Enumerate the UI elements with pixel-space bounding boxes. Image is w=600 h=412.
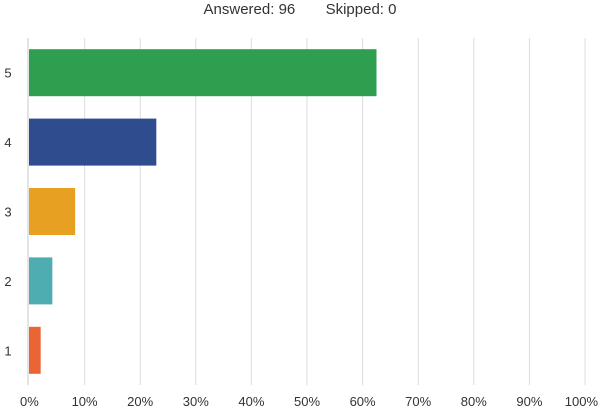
answered-value: 96 bbox=[278, 1, 296, 18]
bar-1 bbox=[29, 326, 41, 374]
skipped-stat: Skipped: 0 bbox=[326, 0, 397, 20]
bar-2 bbox=[29, 257, 53, 305]
answered-stat: Answered: 96 bbox=[204, 0, 296, 20]
y-category-label: 4 bbox=[4, 135, 11, 150]
y-category-label: 5 bbox=[4, 66, 11, 81]
y-category-label: 1 bbox=[4, 343, 11, 358]
x-tick-label: 60% bbox=[350, 394, 376, 409]
x-tick-label: 20% bbox=[127, 394, 153, 409]
y-category-label: 3 bbox=[4, 205, 11, 220]
x-tick-label: 40% bbox=[238, 394, 264, 409]
x-tick-label: 30% bbox=[183, 394, 209, 409]
x-tick-label: 50% bbox=[294, 394, 320, 409]
skipped-label: Skipped: bbox=[325, 1, 384, 18]
x-tick-label: 0% bbox=[20, 394, 39, 409]
bar-4 bbox=[29, 118, 157, 166]
response-summary: Answered: 96 Skipped: 0 bbox=[0, 0, 600, 24]
skipped-value: 0 bbox=[388, 1, 397, 18]
x-tick-label: 10% bbox=[72, 394, 98, 409]
answered-label: Answered: bbox=[203, 1, 275, 18]
x-tick-label: 100% bbox=[565, 394, 599, 409]
x-tick-label: 70% bbox=[405, 394, 431, 409]
bar-3 bbox=[29, 188, 76, 235]
bar-5 bbox=[29, 49, 377, 97]
x-tick-label: 90% bbox=[516, 394, 542, 409]
x-tick-label: 80% bbox=[461, 394, 487, 409]
y-category-label: 2 bbox=[4, 274, 11, 289]
